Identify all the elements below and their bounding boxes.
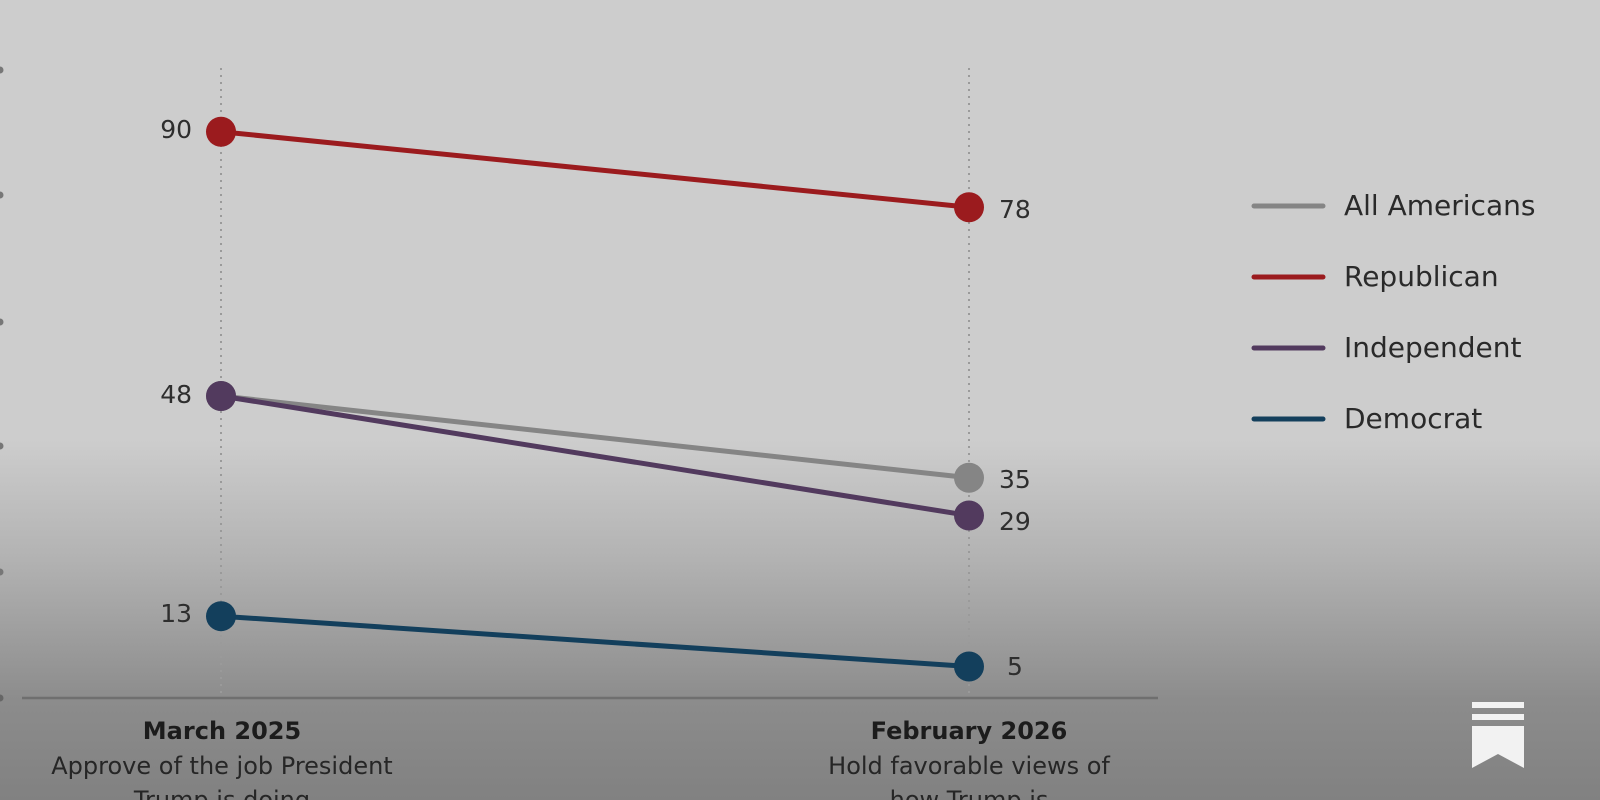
data-label-feb-independent: 29 [999, 507, 1031, 536]
data-label-feb-democrat: 5 [1007, 652, 1023, 681]
category-subtitle-feb-line1: Hold favorable views of [828, 752, 1110, 780]
series-republican [206, 116, 984, 223]
point-independent-february-2026 [954, 500, 984, 531]
bookmark-icon[interactable] [1468, 702, 1528, 772]
legend-label-democrat: Democrat [1344, 402, 1482, 435]
data-label-march-republican: 90 [160, 115, 192, 144]
legend-label-republican: Republican [1344, 260, 1499, 293]
series-line-republican [220, 129, 970, 210]
category-label-march-2025: March 2025 [143, 717, 301, 745]
series-independent [206, 380, 984, 531]
point-democrat-march-2025 [206, 601, 236, 632]
point-republican-february-2026 [954, 192, 984, 223]
series-democrat [206, 601, 984, 682]
series-layer [206, 116, 984, 682]
legend-label-all-americans: All Americans [1344, 189, 1535, 222]
y-axis-ticks [0, 66, 4, 702]
category-label-february-2026: February 2026 [871, 717, 1068, 745]
point-all-americans-february-2026 [954, 462, 984, 493]
series-line-independent [220, 393, 970, 519]
legend: All Americans Republican Independent Dem… [1251, 189, 1535, 435]
point-independent-march-2025 [206, 380, 236, 411]
category-subtitle-march-line1: Approve of the job President [51, 752, 392, 780]
category-subtitle-feb-line2: how Trump is [890, 786, 1049, 800]
series-line-democrat [220, 613, 970, 670]
category-subtitle-march-line2: Trump is doing [133, 786, 310, 800]
legend-label-independent: Independent [1344, 331, 1521, 364]
data-label-march-democrat: 13 [160, 599, 192, 628]
data-label-march-all-independent: 48 [160, 380, 192, 409]
point-democrat-february-2026 [954, 651, 984, 682]
series-line-all-americans [220, 393, 970, 481]
data-label-feb-republican: 78 [999, 195, 1031, 224]
point-republican-march-2025 [206, 116, 236, 147]
data-label-feb-all-americans: 35 [999, 465, 1031, 494]
series-all-americans [206, 380, 984, 493]
